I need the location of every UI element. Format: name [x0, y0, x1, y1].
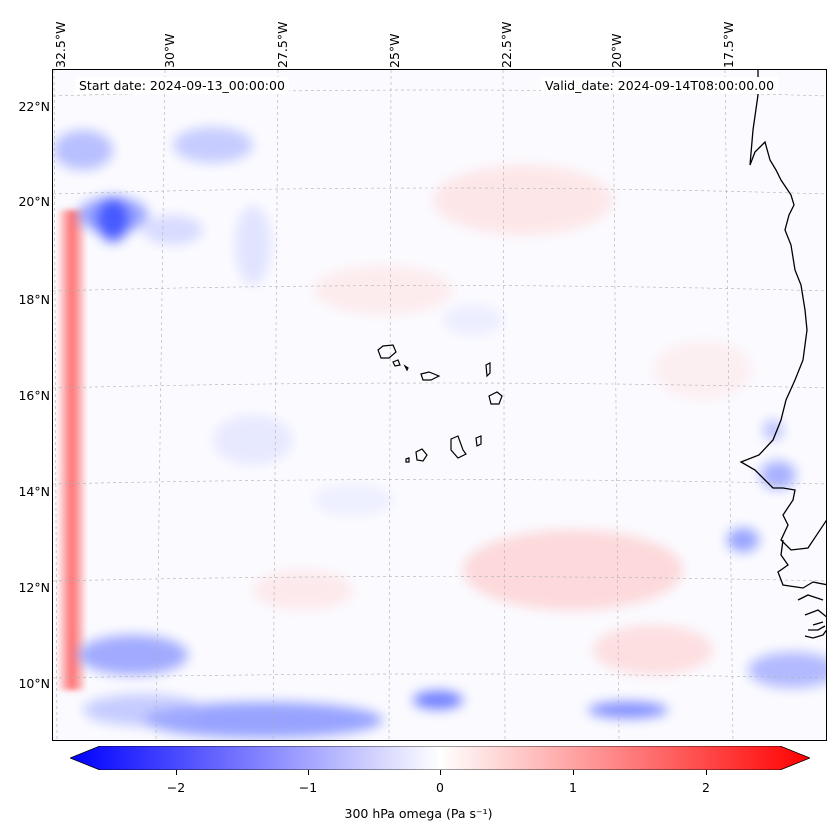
- lat-label-14n: 14°N: [18, 484, 50, 499]
- lat-label-16n: 16°N: [18, 388, 50, 403]
- colorbar-tick-label: −1: [298, 780, 318, 795]
- colorbar-gradient: [68, 745, 812, 771]
- lat-label-12n: 12°N: [18, 580, 50, 595]
- cape-verde-islands: [377, 344, 503, 463]
- nw-descent-cluster: [53, 127, 271, 285]
- lon-label-25w: 25°W: [387, 33, 402, 68]
- africa-coastline: [739, 70, 826, 551]
- ascent-patches: [253, 165, 753, 675]
- colorbar-tick-label: 1: [569, 780, 577, 795]
- lon-label-30w: 30°W: [162, 33, 177, 68]
- colorbar-tick-mark: [573, 770, 574, 775]
- colorbar-tick-label: 2: [702, 780, 710, 795]
- faint-descent-patches: [213, 305, 503, 516]
- lon-label-20w: 20°W: [609, 33, 624, 68]
- south-descent-band: [78, 420, 826, 738]
- colorbar-tick-mark: [706, 770, 707, 775]
- lon-label-27-5w: 27.5°W: [275, 21, 290, 68]
- west-edge-ascent-strip: [59, 210, 85, 690]
- colorbar-label: 300 hPa omega (Pa s⁻¹): [344, 806, 493, 821]
- colorbar-tick-mark: [308, 770, 309, 775]
- colorbar-tick-mark: [176, 770, 177, 775]
- start-date-label: Start date: 2024-09-13_00:00:00: [75, 77, 289, 94]
- lon-label-32-5w: 32.5°W: [53, 21, 68, 68]
- lat-label-10n: 10°N: [18, 676, 50, 691]
- colorbar-tick-label: 0: [436, 780, 444, 795]
- lat-label-18n: 18°N: [18, 292, 50, 307]
- lon-label-22-5w: 22.5°W: [499, 21, 514, 68]
- lon-label-17-5w: 17.5°W: [721, 21, 736, 68]
- map-panel: [52, 69, 827, 741]
- colorbar-tick-mark: [440, 770, 441, 775]
- colorbar-tick-label: −2: [166, 780, 186, 795]
- omega-field: [53, 70, 826, 740]
- colorbar: [68, 745, 812, 771]
- lat-label-22n: 22°N: [18, 99, 50, 114]
- valid-date-label: Valid_date: 2024-09-14T08:00:00.00: [541, 77, 779, 94]
- africa-coastline-south: [777, 539, 826, 639]
- lat-label-20n: 20°N: [18, 194, 50, 209]
